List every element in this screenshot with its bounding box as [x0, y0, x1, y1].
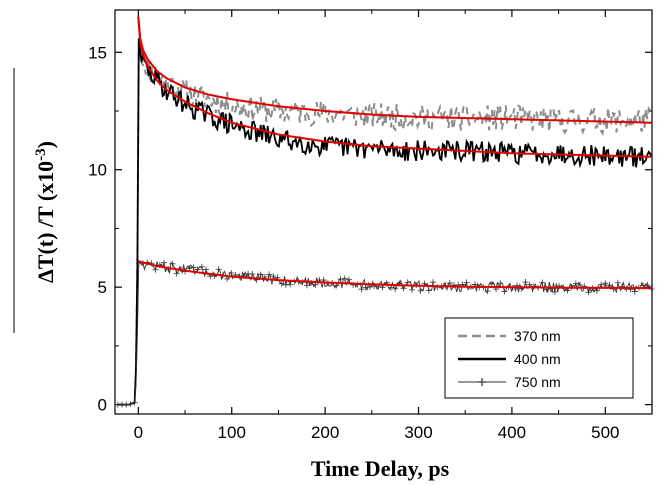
fit-curve-3 — [137, 16, 652, 124]
series-marker-750 — [341, 275, 348, 282]
series-marker-750 — [249, 271, 256, 278]
series-marker-750 — [408, 286, 415, 293]
y-axis-title-close: ) — [33, 141, 58, 148]
y-tick-label: 10 — [88, 161, 107, 180]
series-marker-750 — [131, 399, 138, 406]
series-marker-750 — [266, 271, 273, 278]
x-tick-label: 100 — [218, 423, 246, 442]
fit-curve-4 — [137, 16, 652, 158]
x-tick-label: 400 — [498, 423, 526, 442]
series-marker-750 — [404, 279, 411, 286]
series-marker-750 — [501, 288, 508, 295]
series-marker-750 — [572, 280, 579, 287]
series-marker-750 — [282, 281, 289, 288]
series-marker-750 — [228, 270, 235, 277]
series-marker-750 — [522, 279, 529, 285]
y-axis-title-main: ΔT(t) /T (x10 — [33, 161, 58, 283]
series-marker-750 — [488, 280, 495, 287]
series-marker-750 — [287, 281, 294, 288]
x-tick-label: 300 — [404, 423, 432, 442]
series-marker-750 — [190, 264, 197, 271]
series-marker-750 — [644, 282, 651, 289]
series-line-750-nm — [117, 260, 652, 406]
plot-frame — [114, 9, 653, 415]
legend-swatch-750-marker — [478, 378, 486, 386]
series-marker-750 — [598, 281, 605, 288]
y-tick-label: 5 — [98, 278, 107, 297]
series-marker-750 — [631, 288, 638, 295]
y-tick-labels: 0 5 10 15 — [88, 43, 107, 414]
series-marker-750 — [152, 266, 159, 273]
y-axis-title-exponent: -3 — [33, 148, 49, 161]
series-marker-750 — [203, 266, 210, 273]
series-marker-750 — [345, 276, 352, 283]
x-axis-title: Time Delay, ps — [311, 456, 450, 481]
series-marker-750 — [362, 284, 369, 291]
series-marker-750 — [303, 282, 310, 289]
series-marker-750 — [169, 260, 176, 267]
series-marker-750 — [484, 288, 491, 295]
x-tick-label: 500 — [591, 423, 619, 442]
x-tick-label: 200 — [311, 423, 339, 442]
legend-label-400: 400 nm — [514, 351, 561, 367]
series-marker-750 — [497, 280, 504, 287]
series-marker-750 — [278, 280, 285, 287]
series-marker-750 — [551, 288, 558, 295]
series-marker-750 — [539, 279, 546, 286]
series-marker-750 — [417, 287, 424, 294]
series-marker-750 — [173, 270, 180, 277]
series-marker-750 — [425, 287, 432, 294]
series-marker-750 — [602, 280, 609, 287]
legend: 370 nm 400 nm 750 nm — [444, 317, 634, 399]
y-tick-label: 15 — [88, 43, 107, 62]
y-axis-title: ΔT(t) /T (x10-3) — [33, 141, 58, 283]
series-marker-750 — [123, 401, 130, 408]
series-marker-750 — [585, 289, 592, 296]
x-tick-label: 0 — [134, 423, 143, 442]
series-marker-750 — [463, 279, 470, 286]
series-marker-750 — [257, 271, 264, 278]
legend-label-370: 370 nm — [514, 328, 561, 344]
series-marker-750 — [429, 279, 436, 286]
series-marker-750 — [215, 266, 222, 273]
series-marker-750 — [614, 279, 621, 286]
series-marker-750 — [198, 263, 205, 270]
series-layer — [114, 16, 655, 408]
x-tick-labels: 0 100 200 300 400 500 — [134, 423, 620, 442]
series-marker-750 — [392, 285, 399, 292]
series-marker-750 — [358, 286, 365, 293]
series-marker-750 — [446, 280, 453, 287]
series-marker-750 — [337, 276, 344, 283]
series-marker-750 — [270, 272, 277, 279]
fit-curve-5 — [138, 260, 652, 290]
series-marker-750 — [127, 401, 134, 408]
legend-label-750: 750 nm — [514, 374, 561, 390]
y-tick-label: 0 — [98, 396, 107, 415]
series-marker-750 — [161, 259, 168, 266]
series-line-370-nm — [117, 41, 653, 406]
